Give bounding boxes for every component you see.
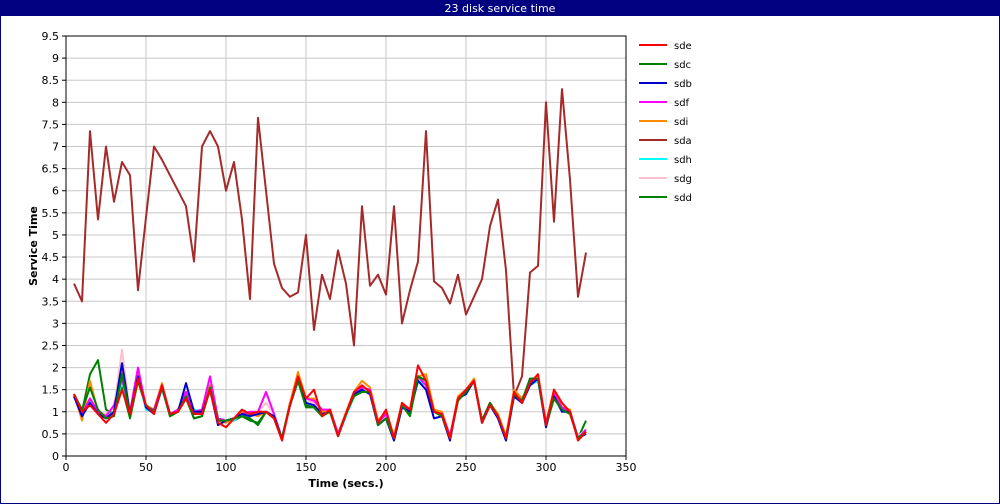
series-line-sdb — [73, 362, 587, 442]
x-axis-title: Time (secs.) — [308, 477, 383, 490]
y-axis-title: Service Time — [27, 206, 40, 286]
series-lines — [73, 88, 587, 442]
legend-label-sdh: sdh — [674, 155, 692, 166]
y-tick-label: 7 — [52, 141, 59, 154]
legend-label-sdg: sdg — [674, 174, 692, 185]
y-axis: 0 0.5 1 1.5 2 2.5 3 3.5 4 4.5 5 5.5 6 6.5 7 7.5 8 8.5 9 9.5 — [42, 30, 66, 463]
x-tick-label: 50 — [139, 461, 153, 474]
x-tick-label: 200 — [376, 461, 397, 474]
y-tick-label: 1.5 — [42, 384, 60, 397]
y-tick-label: 8.5 — [42, 74, 60, 87]
x-tick-label: 0 — [63, 461, 70, 474]
y-tick-label: 6 — [52, 185, 59, 198]
y-tick-label: 1 — [52, 406, 59, 419]
x-tick-label: 150 — [296, 461, 317, 474]
legend-label-sdf: sdf — [674, 98, 690, 109]
plot-area — [65, 35, 627, 457]
legend-label-sda: sda — [674, 136, 692, 147]
y-tick-label: 3.5 — [42, 295, 60, 308]
x-tick-label: 250 — [456, 461, 477, 474]
y-tick-label: 7.5 — [42, 118, 60, 131]
series-line-sdi — [73, 371, 587, 442]
x-tick-label: 100 — [216, 461, 237, 474]
y-tick-label: 8 — [52, 96, 59, 109]
x-tick-label: 300 — [536, 461, 557, 474]
legend-label-sdi: sdi — [674, 117, 688, 128]
x-tick-label: 350 — [616, 461, 637, 474]
y-tick-label: 5 — [52, 229, 59, 242]
grid — [65, 35, 627, 457]
y-tick-label: 2 — [52, 362, 59, 375]
legend-label-sdc: sdc — [674, 60, 691, 71]
y-tick-label: 0 — [52, 450, 59, 463]
series-line-sdc — [73, 373, 587, 440]
legend: sde sdc sdb sdf sdi sda sdh sdg sdd — [639, 41, 692, 204]
legend-label-sdd: sdd — [674, 193, 692, 204]
y-tick-label: 4.5 — [42, 251, 60, 264]
y-tick-label: 4 — [52, 273, 59, 286]
chart-title: 23 disk service time — [1, 1, 999, 16]
y-tick-label: 3 — [52, 317, 59, 330]
y-tick-label: 9 — [52, 52, 59, 65]
y-tick-label: 6.5 — [42, 163, 60, 176]
y-tick-label: 0.5 — [42, 428, 60, 441]
y-tick-label: 2.5 — [42, 339, 60, 352]
legend-label-sdb: sdb — [674, 79, 692, 90]
series-line-sde — [73, 364, 587, 442]
y-tick-label: 5.5 — [42, 207, 60, 220]
series-line-sda — [73, 88, 587, 398]
legend-label-sde: sde — [674, 41, 692, 52]
y-tick-label: 9.5 — [42, 30, 60, 43]
x-axis: 0 50 100 150 200 250 300 350 — [63, 456, 637, 474]
